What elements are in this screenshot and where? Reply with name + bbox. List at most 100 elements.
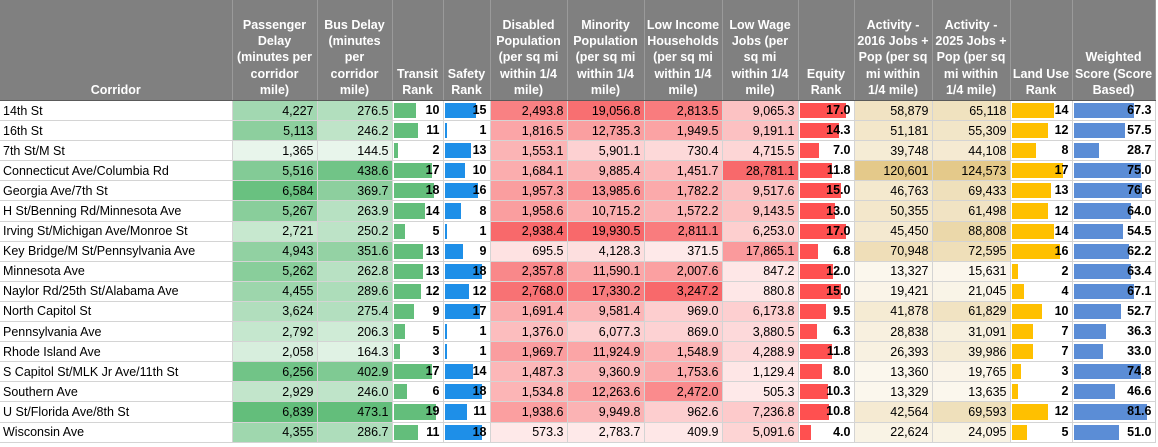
cell-low-income-households[interactable]: 1,451.7 bbox=[644, 160, 723, 182]
cell-passenger-delay[interactable]: 2,058 bbox=[232, 341, 318, 363]
cell-disabled-population[interactable]: 1,487.3 bbox=[490, 361, 568, 383]
cell-transit-rank[interactable]: 19 bbox=[392, 401, 444, 423]
cell-bus-delay[interactable]: 289.6 bbox=[317, 281, 393, 302]
cell-low-income-households[interactable]: 730.4 bbox=[644, 140, 723, 162]
cell-corridor[interactable]: North Capitol St bbox=[0, 301, 233, 323]
cell-low-wage-jobs[interactable]: 17,865.1 bbox=[722, 241, 799, 262]
header-transit-rank[interactable]: Transit Rank bbox=[392, 0, 444, 101]
header-activity-2016[interactable]: Activity - 2016 Jobs + Pop (per sq mi wi… bbox=[854, 0, 933, 101]
cell-land-use-rank[interactable]: 4 bbox=[1010, 281, 1073, 302]
cell-bus-delay[interactable]: 246.2 bbox=[317, 120, 393, 142]
header-low-wage-jobs[interactable]: Low Wage Jobs (per sq mi within 1/4 mile… bbox=[722, 0, 799, 101]
cell-low-wage-jobs[interactable]: 3,880.5 bbox=[722, 321, 799, 343]
cell-disabled-population[interactable]: 1,969.7 bbox=[490, 341, 568, 363]
cell-safety-rank[interactable]: 11 bbox=[443, 401, 491, 423]
cell-safety-rank[interactable]: 9 bbox=[443, 241, 491, 262]
cell-bus-delay[interactable]: 276.5 bbox=[317, 100, 393, 122]
cell-low-income-households[interactable]: 969.0 bbox=[644, 301, 723, 323]
cell-disabled-population[interactable]: 1,958.6 bbox=[490, 200, 568, 222]
cell-minority-population[interactable]: 12,263.6 bbox=[567, 381, 645, 403]
cell-activity-2025[interactable]: 65,118 bbox=[932, 100, 1011, 122]
header-disabled-population[interactable]: Disabled Population (per sq mi within 1/… bbox=[490, 0, 568, 101]
cell-corridor[interactable]: Georgia Ave/7th St bbox=[0, 180, 233, 202]
cell-low-income-households[interactable]: 1,548.9 bbox=[644, 341, 723, 363]
cell-safety-rank[interactable]: 10 bbox=[443, 160, 491, 182]
cell-bus-delay[interactable]: 351.6 bbox=[317, 241, 393, 262]
cell-weighted-score[interactable]: 74.8 bbox=[1072, 361, 1156, 383]
cell-equity-rank[interactable]: 7.0 bbox=[798, 140, 855, 162]
cell-safety-rank[interactable]: 18 bbox=[443, 381, 491, 403]
cell-transit-rank[interactable]: 18 bbox=[392, 180, 444, 202]
cell-activity-2025[interactable]: 39,986 bbox=[932, 341, 1011, 363]
cell-activity-2016[interactable]: 51,181 bbox=[854, 120, 933, 142]
cell-passenger-delay[interactable]: 2,792 bbox=[232, 321, 318, 343]
cell-corridor[interactable]: H St/Benning Rd/Minnesota Ave bbox=[0, 200, 233, 222]
cell-bus-delay[interactable]: 438.6 bbox=[317, 160, 393, 182]
cell-activity-2016[interactable]: 13,329 bbox=[854, 381, 933, 403]
cell-low-income-households[interactable]: 1,949.5 bbox=[644, 120, 723, 142]
cell-weighted-score[interactable]: 64.0 bbox=[1072, 200, 1156, 222]
cell-equity-rank[interactable]: 13.0 bbox=[798, 200, 855, 222]
cell-activity-2016[interactable]: 120,601 bbox=[854, 160, 933, 182]
cell-equity-rank[interactable]: 9.5 bbox=[798, 301, 855, 323]
cell-transit-rank[interactable]: 11 bbox=[392, 120, 444, 142]
cell-equity-rank[interactable]: 6.8 bbox=[798, 241, 855, 262]
cell-passenger-delay[interactable]: 1,365 bbox=[232, 140, 318, 162]
cell-passenger-delay[interactable]: 6,839 bbox=[232, 401, 318, 423]
cell-land-use-rank[interactable]: 5 bbox=[1010, 422, 1073, 443]
cell-equity-rank[interactable]: 8.0 bbox=[798, 361, 855, 383]
cell-minority-population[interactable]: 19,056.8 bbox=[567, 100, 645, 122]
cell-transit-rank[interactable]: 5 bbox=[392, 221, 444, 242]
cell-minority-population[interactable]: 9,885.4 bbox=[567, 160, 645, 182]
cell-safety-rank[interactable]: 12 bbox=[443, 281, 491, 302]
cell-disabled-population[interactable]: 2,768.0 bbox=[490, 281, 568, 302]
cell-equity-rank[interactable]: 11.8 bbox=[798, 160, 855, 182]
cell-low-wage-jobs[interactable]: 9,517.6 bbox=[722, 180, 799, 202]
cell-safety-rank[interactable]: 14 bbox=[443, 361, 491, 383]
cell-bus-delay[interactable]: 246.0 bbox=[317, 381, 393, 403]
cell-low-wage-jobs[interactable]: 28,781.1 bbox=[722, 160, 799, 182]
cell-minority-population[interactable]: 17,330.2 bbox=[567, 281, 645, 302]
cell-activity-2025[interactable]: 19,765 bbox=[932, 361, 1011, 383]
cell-disabled-population[interactable]: 1,691.4 bbox=[490, 301, 568, 323]
cell-activity-2016[interactable]: 50,355 bbox=[854, 200, 933, 222]
cell-transit-rank[interactable]: 13 bbox=[392, 241, 444, 262]
cell-bus-delay[interactable]: 275.4 bbox=[317, 301, 393, 323]
cell-minority-population[interactable]: 5,901.1 bbox=[567, 140, 645, 162]
cell-low-wage-jobs[interactable]: 880.8 bbox=[722, 281, 799, 302]
cell-minority-population[interactable]: 9,949.8 bbox=[567, 401, 645, 423]
cell-passenger-delay[interactable]: 6,256 bbox=[232, 361, 318, 383]
cell-low-income-households[interactable]: 1,753.6 bbox=[644, 361, 723, 383]
cell-minority-population[interactable]: 9,581.4 bbox=[567, 301, 645, 323]
cell-disabled-population[interactable]: 2,357.8 bbox=[490, 261, 568, 282]
cell-transit-rank[interactable]: 2 bbox=[392, 140, 444, 162]
cell-corridor[interactable]: Connecticut Ave/Columbia Rd bbox=[0, 160, 233, 182]
cell-safety-rank[interactable]: 13 bbox=[443, 140, 491, 162]
cell-land-use-rank[interactable]: 7 bbox=[1010, 321, 1073, 343]
cell-low-income-households[interactable]: 962.6 bbox=[644, 401, 723, 423]
cell-low-wage-jobs[interactable]: 4,715.5 bbox=[722, 140, 799, 162]
header-corridor[interactable]: Corridor bbox=[0, 0, 233, 101]
cell-activity-2016[interactable]: 13,360 bbox=[854, 361, 933, 383]
cell-equity-rank[interactable]: 12.0 bbox=[798, 261, 855, 282]
cell-corridor[interactable]: Southern Ave bbox=[0, 381, 233, 403]
cell-passenger-delay[interactable]: 2,721 bbox=[232, 221, 318, 242]
cell-bus-delay[interactable]: 206.3 bbox=[317, 321, 393, 343]
cell-corridor[interactable]: 14th St bbox=[0, 100, 233, 122]
cell-minority-population[interactable]: 19,930.5 bbox=[567, 221, 645, 242]
cell-weighted-score[interactable]: 67.3 bbox=[1072, 100, 1156, 122]
cell-corridor[interactable]: Key Bridge/M St/Pennsylvania Ave bbox=[0, 241, 233, 262]
cell-disabled-population[interactable]: 1,684.1 bbox=[490, 160, 568, 182]
header-safety-rank[interactable]: Safety Rank bbox=[443, 0, 491, 101]
cell-land-use-rank[interactable]: 10 bbox=[1010, 301, 1073, 323]
cell-land-use-rank[interactable]: 14 bbox=[1010, 221, 1073, 242]
cell-disabled-population[interactable]: 2,493.8 bbox=[490, 100, 568, 122]
cell-weighted-score[interactable]: 62.2 bbox=[1072, 241, 1156, 262]
cell-weighted-score[interactable]: 67.1 bbox=[1072, 281, 1156, 302]
cell-transit-rank[interactable]: 9 bbox=[392, 301, 444, 323]
cell-passenger-delay[interactable]: 4,355 bbox=[232, 422, 318, 443]
cell-activity-2025[interactable]: 124,573 bbox=[932, 160, 1011, 182]
cell-land-use-rank[interactable]: 13 bbox=[1010, 180, 1073, 202]
header-weighted-score[interactable]: Weighted Score (Score Based) bbox=[1072, 0, 1156, 101]
cell-equity-rank[interactable]: 15.0 bbox=[798, 281, 855, 302]
